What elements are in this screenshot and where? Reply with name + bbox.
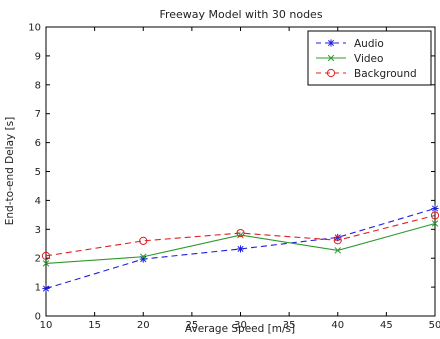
chart-title: Freeway Model with 30 nodes (159, 8, 322, 21)
y-tick-label: 1 (35, 283, 41, 294)
x-tick-label: 35 (283, 320, 296, 331)
legend-marker-video (327, 54, 335, 62)
y-tick-label: 3 (35, 225, 41, 236)
data-point-audio (431, 204, 439, 213)
data-point-audio (42, 284, 50, 293)
y-tick-label: 10 (28, 23, 41, 34)
data-point-background (333, 236, 342, 245)
series-line-audio (45, 207, 436, 290)
x-tick-label: 45 (380, 320, 393, 331)
data-point-background (139, 236, 148, 245)
data-point-background (41, 251, 51, 260)
legend-marker-background (326, 68, 336, 78)
legend-label-video: Video (354, 53, 383, 65)
y-axis-label: End-to-end Delay [s] (4, 117, 16, 226)
x-tick-label: 15 (88, 320, 101, 331)
legend-label-audio: Audio (354, 38, 384, 50)
x-tick-label: 40 (331, 320, 344, 331)
y-tick-label: 4 (35, 196, 41, 207)
data-point-video (42, 260, 50, 267)
data-point-video (431, 220, 439, 227)
legend-label-background: Background (354, 68, 417, 80)
data-point-video (334, 247, 341, 254)
y-tick-label: 7 (35, 109, 41, 120)
data-point-video (237, 231, 244, 239)
data-point-video (140, 253, 147, 260)
data-point-background (430, 211, 440, 220)
legend-marker-audio (327, 39, 335, 47)
y-tick-label: 8 (35, 80, 41, 91)
y-tick-label: 9 (35, 51, 41, 62)
legend: Audio Video Background (307, 30, 432, 86)
x-tick-label: 25 (186, 320, 199, 331)
data-point-audio (236, 245, 245, 253)
x-tick-label: 10 (40, 320, 53, 331)
x-tick-label: 50 (429, 320, 440, 331)
y-tick-label: 6 (35, 138, 41, 149)
data-point-background (236, 228, 245, 238)
y-tick-label: 0 (35, 312, 41, 323)
x-axis-label: Average Speed [m/s] (185, 323, 295, 335)
y-tick-label: 5 (35, 167, 41, 178)
x-tick-label: 30 (234, 320, 247, 331)
series-line-background (45, 214, 436, 257)
y-tick-label: 2 (35, 254, 41, 265)
x-tick-label: 20 (137, 320, 150, 331)
series-markers (41, 204, 440, 293)
